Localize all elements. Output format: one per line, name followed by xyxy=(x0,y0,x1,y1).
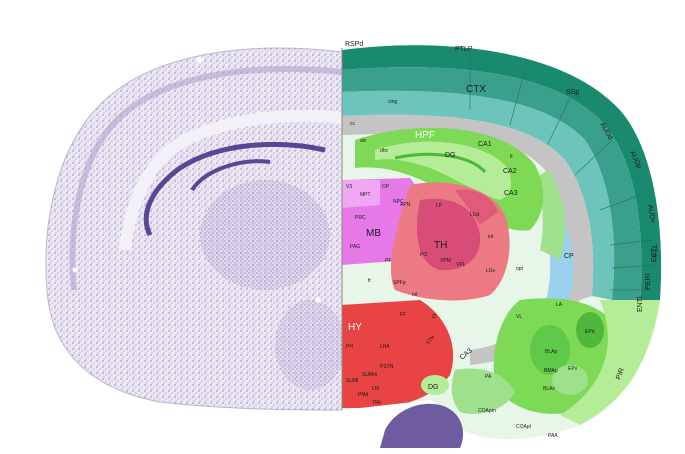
label-SPFp: SPFp xyxy=(393,280,406,286)
label-AUDv: AUDv xyxy=(646,204,656,224)
label-PERI: PERI xyxy=(645,274,652,290)
label-LHA: LHA xyxy=(380,344,390,350)
label-FF: FF xyxy=(400,312,406,318)
label-COApl: COApl xyxy=(516,424,531,430)
label-ENTl: ENTl xyxy=(637,296,644,312)
label-VPL: VPL xyxy=(456,262,466,268)
label-NPC: NPC xyxy=(393,199,404,205)
label-cc: cc xyxy=(350,121,356,127)
label-DG-lower: DG xyxy=(428,384,439,391)
label-ZI: ZI xyxy=(432,314,436,320)
label-LGd: LGd xyxy=(470,212,480,218)
label-VPM: VPM xyxy=(440,258,451,264)
label-V3: V3 xyxy=(346,184,352,190)
label-COApm: COApm xyxy=(478,408,496,414)
label-CA1: CA1 xyxy=(478,141,492,148)
label-ECT: ECT xyxy=(651,247,658,262)
label-ml: ml xyxy=(412,292,417,298)
label-TMv: TMv xyxy=(372,400,382,406)
label-BLAv: BLAv xyxy=(543,386,555,392)
label-PTLP: PTLP xyxy=(455,46,473,53)
label-STN: STN xyxy=(425,334,436,346)
label-MPT: MPT xyxy=(360,192,371,198)
label-PO: PO xyxy=(420,252,427,258)
label-HY: HY xyxy=(348,322,362,333)
label-LGv: LGv xyxy=(486,268,496,274)
label-PIR: PIR xyxy=(615,367,626,380)
label-cing: cing xyxy=(388,99,397,105)
label-PMd: PMd xyxy=(358,392,369,398)
label-CA2: CA2 xyxy=(503,168,517,175)
label-PF: PF xyxy=(385,258,391,264)
label-PA: PA xyxy=(485,374,492,380)
label-int: int xyxy=(488,234,494,240)
label-MB: MB xyxy=(366,228,381,239)
label-HPF: HPF xyxy=(415,130,435,141)
label-LP: LP xyxy=(436,203,443,209)
label-VL: VL xyxy=(516,314,522,320)
label-PH: PH xyxy=(346,344,353,350)
label-RSPd: RSPd xyxy=(345,41,363,48)
label-EPv: EPv xyxy=(568,366,578,372)
label-LM: LM xyxy=(372,386,379,392)
label-opt: opt xyxy=(516,266,524,272)
label-PSTN: PSTN xyxy=(380,364,394,370)
label-APN: APN xyxy=(400,202,411,208)
label-TEa: TEa xyxy=(650,245,658,259)
label-CA3: CA3 xyxy=(504,190,518,197)
label-fr: fr xyxy=(368,278,371,284)
label-TH: TH xyxy=(434,240,447,251)
label-SUMm: SUMm xyxy=(362,372,377,378)
brainstem-piece xyxy=(380,403,464,448)
label-fi: fi xyxy=(510,154,513,160)
label-SSp: SSp xyxy=(566,89,579,96)
label-CP: CP xyxy=(564,253,574,260)
label-SUMl: SUMl xyxy=(346,378,358,384)
label-PAG: PAG xyxy=(350,244,360,250)
label-OP: OP xyxy=(382,184,390,190)
label-BLAp: BLAp xyxy=(545,349,557,355)
label-alv: alv xyxy=(360,138,367,144)
label-CTX: CTX xyxy=(466,84,486,95)
label-PAA: PAA xyxy=(548,433,558,439)
label-BMAp: BMAp xyxy=(544,368,558,374)
atlas-right-hemisphere xyxy=(342,45,662,440)
label-EPd: EPd xyxy=(585,329,595,335)
label-DG: DG xyxy=(445,152,456,159)
label-dhc: dhc xyxy=(380,148,389,154)
nissl-left-hemisphere xyxy=(45,47,345,411)
label-PRC: PRC xyxy=(355,215,366,221)
label-LA: LA xyxy=(556,302,563,308)
